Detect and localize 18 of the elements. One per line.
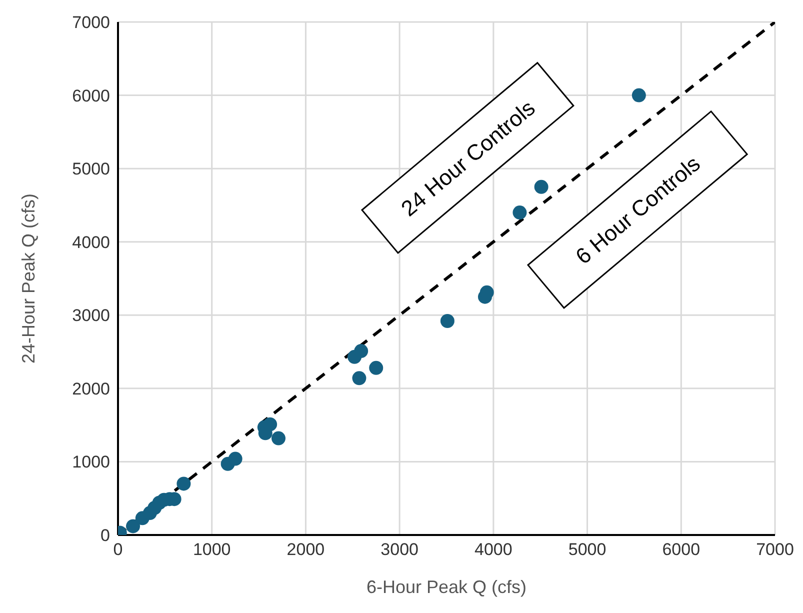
y-tick-label: 3000 bbox=[72, 306, 110, 326]
x-tick-label: 2000 bbox=[286, 540, 325, 560]
y-axis-title: 24-Hour Peak Q (cfs) bbox=[18, 193, 38, 364]
y-tick-label: 4000 bbox=[72, 232, 110, 252]
y-tick-label: 6000 bbox=[72, 86, 110, 106]
x-tick-label: 0 bbox=[113, 540, 123, 560]
y-tick-label: 0 bbox=[100, 526, 110, 546]
y-tick-label: 2000 bbox=[72, 379, 110, 398]
x-tick-label: 4000 bbox=[474, 540, 512, 560]
x-tick-label: 5000 bbox=[568, 540, 606, 560]
y-tick-label: 5000 bbox=[72, 160, 110, 179]
x-axis-title: 6-Hour Peak Q (cfs) bbox=[366, 577, 527, 597]
x-tick-label: 1000 bbox=[192, 540, 231, 560]
y-tick-label: 7000 bbox=[72, 13, 110, 32]
y-tick-label: 1000 bbox=[72, 452, 110, 472]
x-tick-label: 3000 bbox=[380, 540, 418, 560]
x-tick-label: 7000 bbox=[756, 540, 794, 560]
x-tick-label: 6000 bbox=[662, 540, 700, 560]
